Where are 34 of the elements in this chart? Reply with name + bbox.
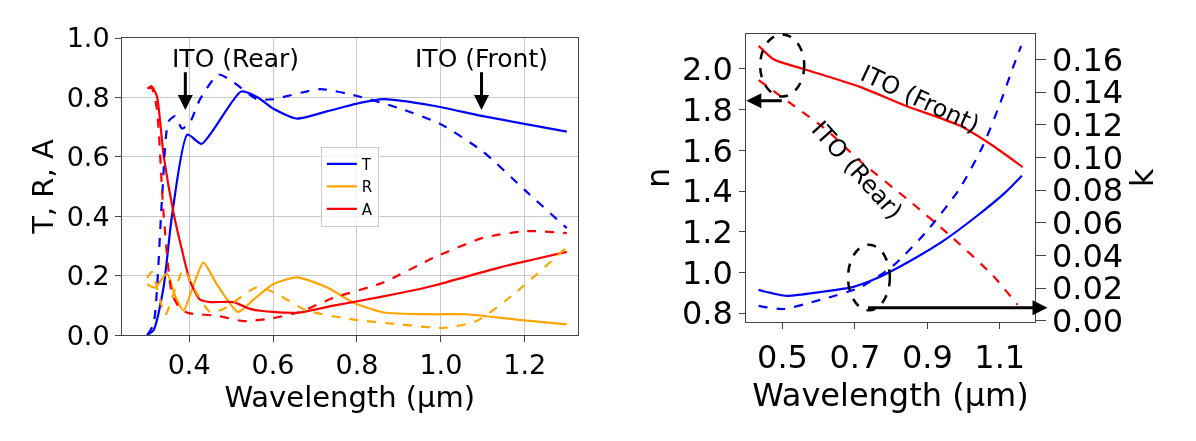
y-axis-title: T, R, A [25,139,60,235]
y-tick-label: 0.6 [66,141,110,173]
y-tick-label: 0.0 [66,319,110,351]
y-tick-label: 1.6 [682,131,733,170]
x-tick-label: 0.7 [829,337,881,376]
y2-axis-title: k [1123,168,1162,188]
y-tick-label: 1.0 [66,22,110,54]
x-tick-label: 1.1 [974,337,1026,376]
x-tick-label: 1.2 [503,349,547,381]
x-axis-title: Wavelength (μm) [224,380,476,415]
x-axis-title: Wavelength (μm) [752,375,1029,414]
legend-label: T [360,155,372,174]
line-series [146,246,568,330]
x-tick-label: 0.8 [335,349,379,381]
x-tick-label: 1.0 [419,349,463,381]
y-tick-label: 0.2 [66,260,110,292]
y-tick-label: 0.8 [682,294,733,333]
line-series [757,44,1023,311]
x-tick-label: 0.5 [757,337,808,376]
y-tick-label: 0.4 [66,200,110,232]
annotation: ITO (Front) [415,44,549,73]
y-tick-label: 2.0 [682,50,733,89]
x-tick-label: 0.9 [901,337,953,376]
y-tick-label: 1.8 [682,90,733,129]
annotation: ITO (Rear) [172,44,300,73]
y-tick-label: 0.8 [66,81,110,113]
x-tick-label: 0.4 [167,349,211,381]
y-tick-label: 1.0 [682,253,733,292]
y-tick-label: 1.2 [682,213,733,252]
legend-label: A [361,200,373,219]
y-axis-title: n [639,167,678,189]
y-tick-label: 1.4 [682,172,733,211]
legend-label: R [361,178,373,197]
x-tick-label: 0.6 [251,349,295,381]
